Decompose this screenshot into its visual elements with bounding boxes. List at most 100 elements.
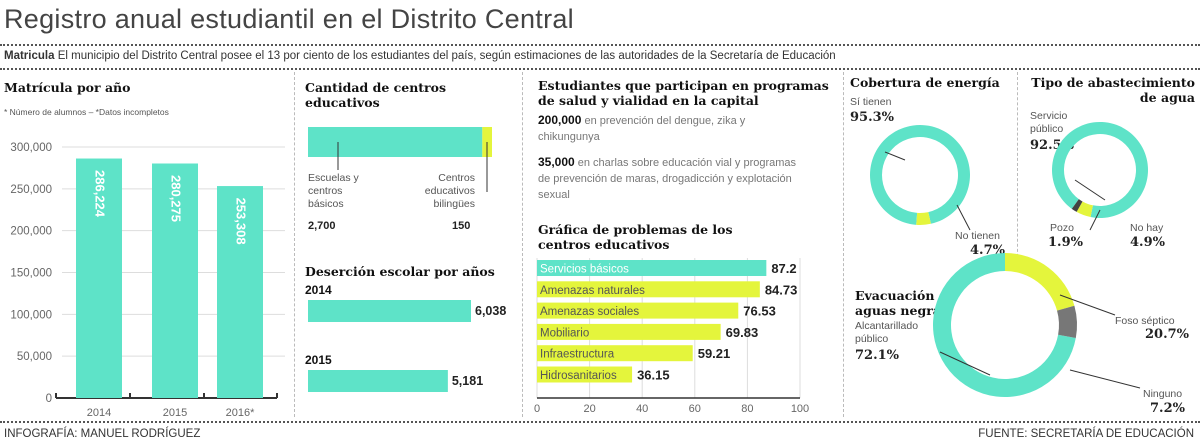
leader-line [939, 351, 991, 376]
energia-label-no: No tienen [955, 230, 1000, 242]
agua-title: Tipo de abastecimiento de agua [1031, 75, 1195, 105]
evac-value-alcantarillado: 72.1% [855, 348, 900, 363]
y-tick-label: 50,000 [17, 351, 52, 363]
centros-label-basicos: Escuelas y centros básicos [308, 172, 359, 210]
bar [152, 163, 198, 398]
x-tick-label: 0 [534, 403, 540, 415]
evac-label-foso: Foso séptico [1115, 315, 1175, 327]
y-tick-label: 300,000 [10, 142, 52, 154]
lead-bold: Matricula [4, 50, 55, 62]
energia-title: Cobertura de energía [850, 75, 1000, 90]
credit: INFOGRAFÍA: MANUEL RODRÍGUEZ [4, 428, 201, 440]
problemas-chart: 0 20 40 60 80 100 Servicios básicos 87.2 Amenaza… [534, 258, 809, 415]
matricula-subtitle: * Número de alumnos – *Datos incompletos [4, 107, 169, 117]
bar [537, 281, 760, 298]
evac-value-ninguno: 7.2% [1150, 401, 1185, 416]
energia-label-si: Sí tienen [850, 96, 892, 108]
bar [76, 158, 122, 398]
leader-line [1059, 294, 1116, 316]
energia-value-si: 95.3% [850, 110, 895, 125]
bar-basicos [308, 127, 483, 157]
x-tick-label: 60 [689, 403, 701, 415]
agua-label-publico: Servicio público [1030, 110, 1068, 135]
evacuacion-title: Evacuación de aguas negras [855, 288, 956, 318]
divider [1017, 72, 1018, 267]
centros-chart [308, 127, 492, 192]
divider [0, 44, 1200, 46]
desercion-chart: 2014 6,038 2015 5,181 [305, 283, 506, 392]
matricula-chart: 0 50,000 100,000 150,000 200,000 250,000 300,0… [10, 142, 285, 419]
y-tick-label: 200,000 [10, 226, 52, 238]
leader-line [1069, 369, 1141, 389]
agua-slice [1052, 122, 1148, 219]
agua-value-nohay: 4.9% [1130, 235, 1165, 250]
x-tick-label: 2014 [87, 407, 111, 419]
centros-value-bilingues: 150 [452, 220, 471, 232]
bar-value-label: 59.21 [698, 346, 731, 361]
y-tick-label: 0 [46, 393, 52, 405]
category-label: 2015 [305, 353, 332, 367]
problemas-title: Gráfica de problemas de los centros educ… [538, 222, 733, 252]
bar-value-label: 36.15 [637, 368, 670, 383]
source: FUENTE: SECRETARÍA DE EDUCACIÓN [978, 428, 1194, 440]
leader-line [884, 151, 906, 161]
divider [522, 72, 523, 417]
x-tick-label: 100 [791, 403, 809, 415]
y-tick-label: 250,000 [10, 184, 52, 196]
category-label: 2014 [305, 283, 332, 297]
category-label: Amenazas sociales [540, 306, 639, 318]
desercion-title: Deserción escolar por años [305, 264, 495, 279]
leader-line [1074, 179, 1106, 201]
x-tick-label: 2016* [226, 407, 255, 419]
bar-value-label: 6,038 [475, 304, 506, 318]
divider [294, 72, 295, 417]
bar [537, 366, 633, 383]
salud-item: 200,000 en prevención del dengue, zika y… [538, 112, 798, 145]
matricula-title: Matrícula por año [4, 80, 131, 95]
energia-slice [916, 212, 931, 225]
evacuacion-slice [1005, 253, 1075, 311]
centros-value-basicos: 2,700 [308, 220, 336, 232]
bar [308, 300, 471, 322]
energia-slice [870, 125, 971, 225]
bar-value-label: 253,308 [234, 198, 249, 245]
divider [843, 72, 844, 417]
bar-value-label: 87.2 [771, 261, 796, 276]
bar-value-label: 69.83 [726, 325, 759, 340]
bar-value-label: 286,224 [93, 170, 108, 218]
bar [537, 260, 767, 276]
y-tick-label: 150,000 [10, 268, 52, 280]
bar [537, 302, 739, 319]
agua-label-nohay: No hay [1130, 222, 1164, 234]
leader-line [1089, 209, 1101, 231]
salud-item: 35,000 en charlas sobre educación vial y… [538, 154, 798, 203]
bar [537, 323, 721, 340]
agua-value-pozo: 1.9% [1048, 235, 1083, 250]
x-tick-label: 40 [636, 403, 648, 415]
divider [0, 421, 1200, 423]
category-label: Servicios básicos [540, 264, 629, 276]
x-tick-label: 80 [741, 403, 753, 415]
page-title: Registro anual estudiantil en el Distrit… [4, 4, 574, 34]
evac-label-alcantarillado: Alcantarillado público [855, 320, 919, 345]
x-tick-label: 20 [583, 403, 595, 415]
salud-num: 200,000 [538, 113, 582, 127]
category-label: Amenazas naturales [540, 285, 645, 297]
salud-text: en prevención del dengue, zika y chikung… [538, 115, 746, 143]
bar [308, 370, 448, 392]
bar-value-label: 5,181 [452, 374, 483, 388]
centros-label-bilingues: Centros educativos bilingües [424, 172, 475, 210]
evac-value-foso: 20.7% [1145, 327, 1190, 342]
category-label: Hidrosanitarios [540, 370, 617, 382]
bar-value-label: 84.73 [765, 282, 798, 297]
evacuacion-slice [1057, 305, 1077, 339]
lead-text: El municipio del Distrito Central posee … [57, 50, 836, 62]
y-tick-label: 100,000 [10, 309, 52, 321]
bar [217, 186, 263, 398]
divider [0, 68, 1200, 70]
centros-title: Cantidad de centros educativos [305, 80, 447, 110]
agua-slice [1076, 201, 1093, 218]
bar-value-label: 76.53 [743, 304, 776, 319]
category-label: Mobiliario [540, 327, 589, 339]
